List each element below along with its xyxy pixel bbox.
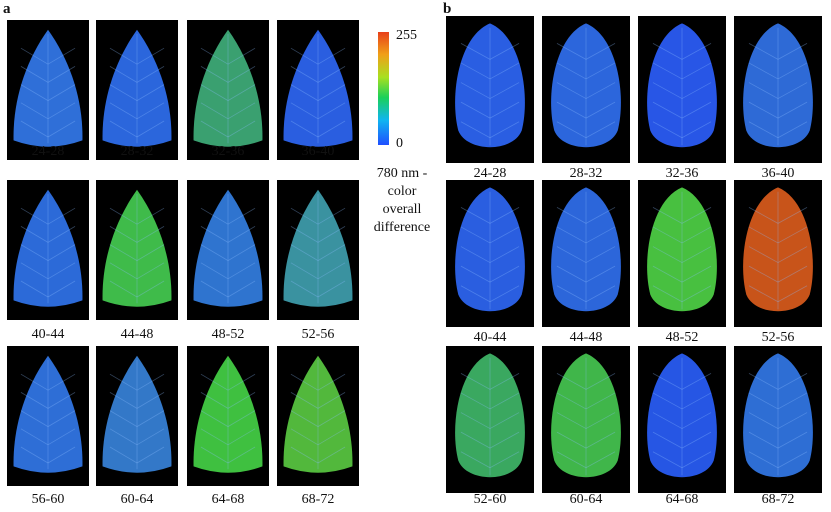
time-range-label: 40-44 xyxy=(31,327,65,342)
time-range-label: 36-40 xyxy=(301,144,335,159)
leaf-image xyxy=(7,20,89,160)
time-range-label: 40-44 xyxy=(473,330,507,345)
time-range-label: 48-52 xyxy=(211,327,245,342)
time-range-label: 64-68 xyxy=(665,492,699,507)
leaf-shape xyxy=(647,353,717,478)
leaf-image xyxy=(734,346,822,493)
leaf-shape xyxy=(13,189,83,307)
leaf-shape xyxy=(455,353,525,478)
time-range-label: 24-28 xyxy=(473,166,507,181)
leaf-image xyxy=(542,346,630,493)
time-range-label: 52-60 xyxy=(473,492,507,507)
leaf-image xyxy=(7,180,89,320)
time-range-label: 52-56 xyxy=(761,330,795,345)
leaf-image xyxy=(277,180,359,320)
time-range-label: 52-56 xyxy=(301,327,335,342)
time-range-label: 24-28 xyxy=(31,144,65,159)
time-range-label: 32-36 xyxy=(665,166,699,181)
leaf-shape xyxy=(647,23,717,148)
leaf-shape xyxy=(743,23,813,148)
leaf-image xyxy=(446,346,534,493)
leaf-image xyxy=(446,16,534,163)
leaf-shape xyxy=(13,355,83,473)
colorbar-max-label: 255 xyxy=(396,28,417,43)
time-range-label: 28-32 xyxy=(569,166,603,181)
leaf-shape xyxy=(102,189,172,307)
leaf-image xyxy=(446,180,534,327)
leaf-shape xyxy=(647,187,717,312)
caption-line: difference xyxy=(373,220,431,235)
leaf-shape xyxy=(193,189,263,307)
caption-line: overall xyxy=(382,202,422,217)
leaf-image xyxy=(277,20,359,160)
time-range-label: 64-68 xyxy=(211,492,245,507)
leaf-shape xyxy=(102,355,172,473)
leaf-image xyxy=(96,346,178,486)
leaf-shape xyxy=(193,355,263,473)
leaf-image xyxy=(277,346,359,486)
leaf-shape xyxy=(551,23,621,148)
time-range-label: 44-48 xyxy=(569,330,603,345)
caption-line: 780 nm - xyxy=(376,166,428,181)
leaf-image xyxy=(734,16,822,163)
panel-letter: a xyxy=(3,1,11,17)
caption-line: color xyxy=(387,184,417,199)
leaf-shape xyxy=(283,29,353,147)
leaf-image xyxy=(638,180,726,327)
leaf-image xyxy=(542,16,630,163)
panel-letter: b xyxy=(443,1,452,17)
colorbar xyxy=(378,32,389,145)
leaf-shape xyxy=(455,23,525,148)
leaf-shape xyxy=(743,187,813,312)
leaf-image xyxy=(638,16,726,163)
leaf-shape xyxy=(551,187,621,312)
colorbar-min-label: 0 xyxy=(396,136,403,151)
leaf-image xyxy=(638,346,726,493)
time-range-label: 44-48 xyxy=(120,327,154,342)
leaf-shape xyxy=(13,29,83,147)
leaf-image xyxy=(7,346,89,486)
leaf-image xyxy=(96,180,178,320)
time-range-label: 56-60 xyxy=(31,492,65,507)
leaf-shape xyxy=(743,353,813,478)
leaf-image xyxy=(734,180,822,327)
leaf-shape xyxy=(102,29,172,147)
leaf-image xyxy=(96,20,178,160)
time-range-label: 28-32 xyxy=(120,144,154,159)
leaf-shape xyxy=(193,29,263,147)
leaf-shape xyxy=(283,189,353,307)
leaf-image xyxy=(187,20,269,160)
time-range-label: 68-72 xyxy=(301,492,335,507)
time-range-label: 68-72 xyxy=(761,492,795,507)
leaf-shape xyxy=(455,187,525,312)
leaf-image xyxy=(187,180,269,320)
leaf-image xyxy=(187,346,269,486)
leaf-image xyxy=(542,180,630,327)
leaf-shape xyxy=(551,353,621,478)
leaf-shape xyxy=(283,355,353,473)
time-range-label: 60-64 xyxy=(569,492,603,507)
time-range-label: 60-64 xyxy=(120,492,154,507)
colorbar-caption: 780 nm - color overall difference xyxy=(362,165,442,237)
time-range-label: 32-36 xyxy=(211,144,245,159)
time-range-label: 36-40 xyxy=(761,166,795,181)
time-range-label: 48-52 xyxy=(665,330,699,345)
